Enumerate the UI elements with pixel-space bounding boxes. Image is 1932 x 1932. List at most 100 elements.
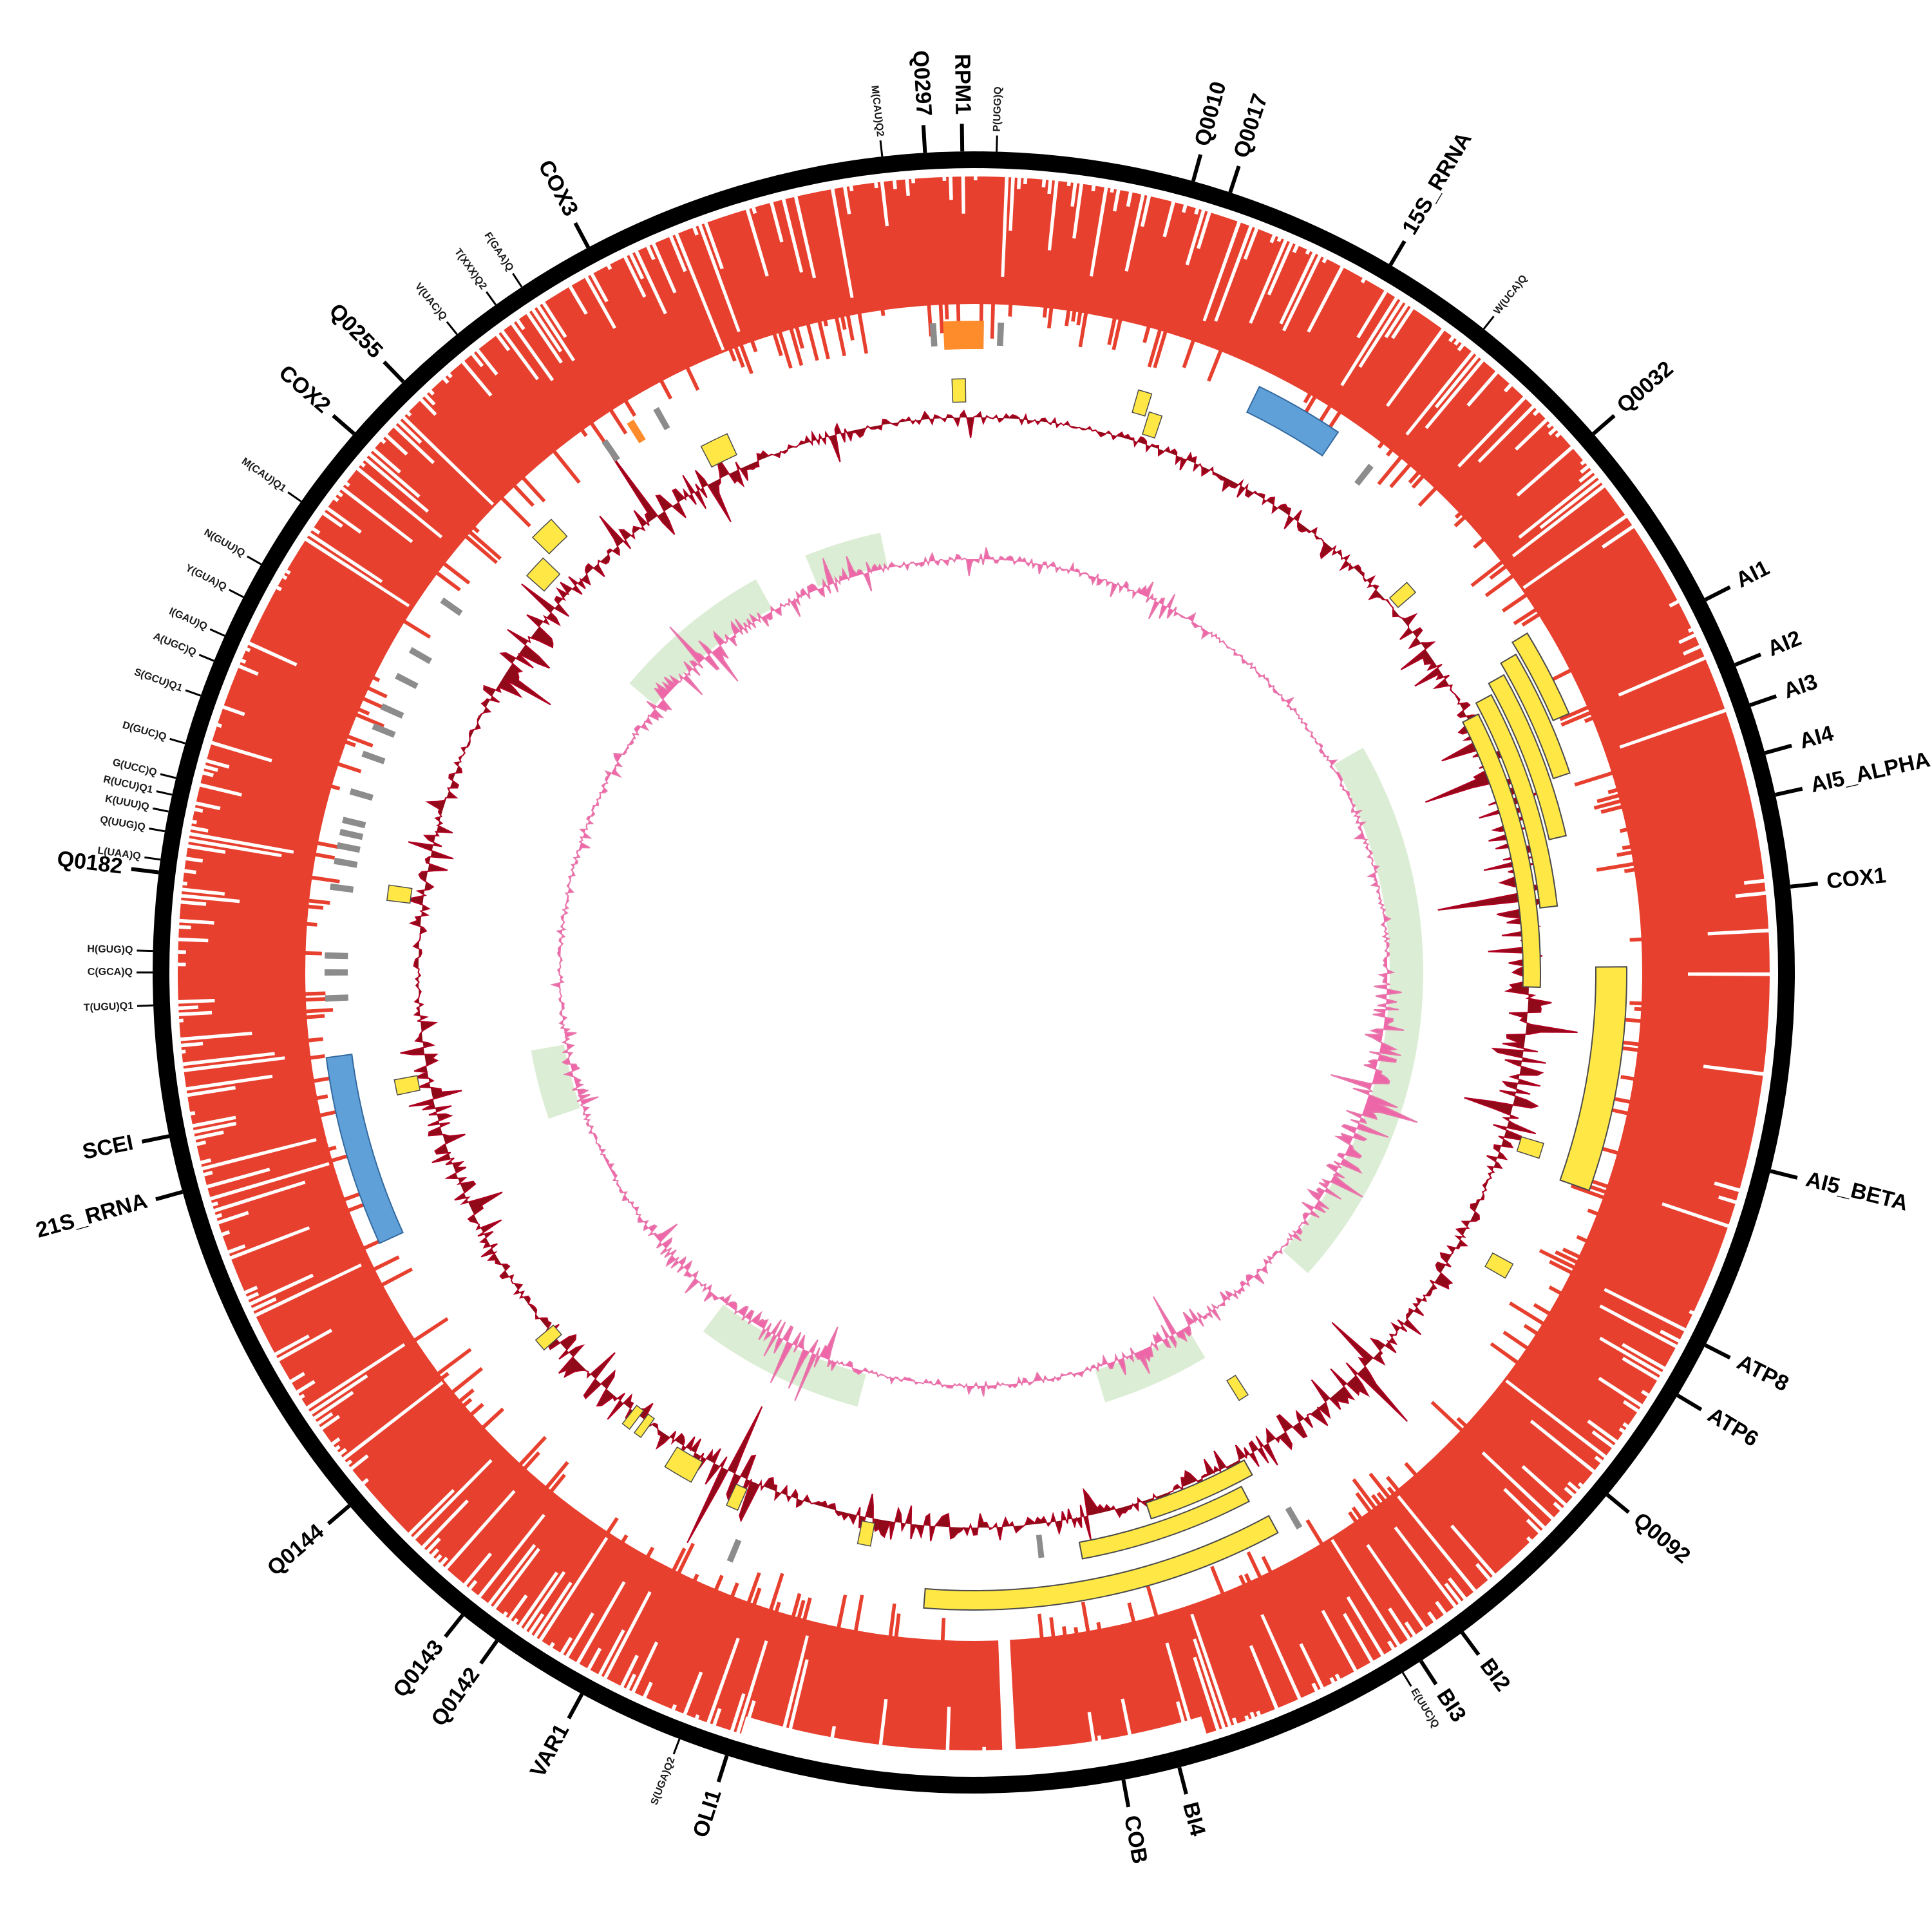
trna-label: M(CAU)Q2 [869, 85, 886, 137]
gene-tick-Q0182 [131, 867, 159, 875]
gray-feature-tick [325, 994, 348, 1002]
gene-tick-AI4 [1764, 743, 1792, 755]
trna-label: W(UCA)Q [1492, 273, 1530, 317]
gene-label-COX2: COX2 [274, 361, 336, 418]
gray-feature-tick [330, 883, 354, 893]
gene-tick-SCEI [141, 1134, 170, 1144]
trna-label: M(CAU)Q1 [240, 456, 288, 495]
yellow-feature-arc [1475, 694, 1558, 909]
dark-red-jagged-track [400, 409, 1578, 1544]
gene-tick-Q0143 [444, 1613, 464, 1638]
gene-tick-BI2 [1460, 1631, 1481, 1656]
yellow-feature-arc [1500, 653, 1571, 780]
gene-label-21S_RRNA: 21S_RRNA [33, 1189, 150, 1243]
yellow-feature-tile [633, 1413, 656, 1439]
gene-label-Q0017: Q0017 [1229, 91, 1273, 161]
gene-tick-Q0092 [1605, 1493, 1630, 1514]
gene-label-BI2: BI2 [1475, 1654, 1515, 1696]
gene-label-AI2: AI2 [1764, 626, 1804, 661]
gene-label-OLI1: OLI1 [688, 1786, 726, 1841]
yellow-feature-tile [535, 1324, 562, 1351]
green-band [531, 1045, 581, 1119]
trna-label: V(UAC)Q [413, 281, 449, 322]
trna-label: S(GCU)Q1 [133, 667, 184, 694]
gray-feature-tick [334, 857, 358, 868]
gray-feature-tick [440, 597, 463, 616]
gray-feature-tick [726, 1539, 742, 1563]
gray-feature-tick [325, 952, 348, 960]
yellow-feature-arc [1078, 1485, 1250, 1560]
trna-tick [996, 135, 998, 152]
red-band-gap [998, 1637, 1017, 1770]
yellow-feature-arc [923, 1515, 1279, 1611]
gene-tick-21S_RRNA [155, 1189, 184, 1202]
gene-tick-AI1 [1704, 585, 1731, 601]
trna-label: H(GUG)Q [87, 943, 133, 956]
gene-label-Q0255: Q0255 [325, 299, 388, 363]
tick-marks [131, 124, 1819, 1808]
trna-label: G(UCC)Q [111, 757, 158, 779]
yellow-feature-tile [386, 884, 413, 904]
gene-tick-VAR1 [567, 1693, 584, 1719]
trna-tick [247, 555, 262, 565]
gene-label-AI5_ALPHA: AI5_ALPHA [1808, 747, 1932, 797]
gene-label-VAR1: VAR1 [526, 1720, 574, 1782]
trna-tick [185, 689, 202, 697]
trna-label: N(GUU)Q [202, 527, 247, 559]
trna-tick [512, 272, 523, 288]
red-band-inner-teeth [304, 303, 1643, 1642]
gray-feature-tick [1285, 1506, 1303, 1530]
gene-tick-Q0010 [1191, 154, 1203, 182]
trna-label: D(GUC)Q [121, 720, 167, 743]
blue-feature-arc [1245, 386, 1340, 457]
gene-label-Q0092: Q0092 [1629, 1508, 1695, 1568]
trna-tick [198, 654, 214, 662]
trna-label: T(XXX)Q2 [452, 247, 489, 292]
gray-feature-tick [601, 439, 620, 462]
trna-tick [144, 856, 161, 861]
yellow-feature-tile [726, 1483, 748, 1511]
gene-tick-Q0017 [1228, 165, 1241, 193]
gray-feature-tick [380, 703, 404, 719]
outer-black-ring [153, 151, 1795, 1794]
trna-label: F(GAA)Q [482, 231, 516, 274]
red-band-shortfall [741, 1716, 1207, 1770]
gene-tick-RPM1 [960, 124, 965, 152]
yellow-feature-tile [621, 1405, 645, 1430]
gene-tick-BI4 [1177, 1766, 1188, 1795]
trna-tick [149, 828, 166, 833]
trna-label: Y(GUA)Q [184, 563, 228, 593]
gray-feature-tick [339, 829, 364, 840]
gene-label-Q0143: Q0143 [388, 1635, 448, 1702]
gray-feature-tick [336, 842, 361, 853]
gray-feature-tick [1036, 1534, 1045, 1558]
yellow-feature-tile [1516, 1136, 1544, 1159]
gene-label-ATP8: ATP8 [1733, 1350, 1792, 1396]
green-band [1095, 1329, 1206, 1403]
yellow-feature-arc [1145, 1459, 1253, 1520]
gray-feature-tick [324, 969, 348, 976]
gene-tick-AI5_BETA [1770, 1169, 1798, 1180]
trna-tick [209, 628, 225, 637]
gene-label-COX1: COX1 [1826, 863, 1888, 893]
trna-label: K(UUU)Q [104, 793, 150, 813]
yellow-feature-arc [1488, 674, 1567, 840]
gene-label-AI3: AI3 [1781, 669, 1821, 703]
gene-label-COB: COB [1119, 1814, 1152, 1866]
trna-tick [152, 807, 169, 813]
blue-feature-arc [325, 1053, 404, 1244]
gene-tick-AI5_ALPHA [1775, 786, 1803, 797]
trna-tick [672, 1738, 681, 1755]
red-coverage-band [177, 175, 1771, 1770]
orange-feature-tile [627, 419, 646, 444]
trna-tick [446, 321, 458, 336]
gray-feature-tick [342, 817, 366, 829]
gene-label-ATP6: ATP6 [1703, 1403, 1763, 1452]
gene-label-15S_RRNA: 15S_RRNA [1397, 128, 1477, 239]
pink-jagged-track [549, 547, 1418, 1401]
gene-tick-ATP6 [1676, 1394, 1703, 1412]
trna-tick [486, 291, 497, 306]
gene-tick-Q0297 [921, 125, 927, 153]
green-band [1283, 748, 1424, 1274]
